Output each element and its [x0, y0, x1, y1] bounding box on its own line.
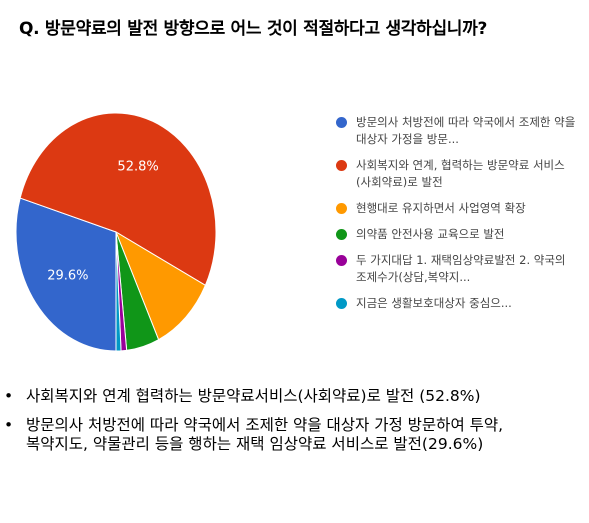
legend-item: 사회복지와 연계, 협력하는 방문약료 서비스(사회약료)로 발전 — [336, 157, 576, 191]
pie-chart: 29.6% 52.8% — [16, 110, 221, 355]
pie-slice-5 — [115, 231, 122, 352]
legend-item: 방문의사 처방전에 따라 약국에서 조제한 약을 대상자 가정을 방문... — [336, 114, 576, 148]
legend-label: 지금은 생활보호대상자 중심으... — [356, 296, 512, 310]
pie-slice-0 — [16, 197, 117, 352]
summary-item-text: 방문의사 처방전에 따라 약국에서 조제한 약을 대상자 가정 방문하여 투약,… — [26, 416, 504, 453]
pie-slice-label: 52.8% — [117, 160, 158, 175]
legend-swatch — [336, 117, 347, 128]
legend-swatch — [336, 229, 347, 240]
legend-label: 사회복지와 연계, 협력하는 방문약료 서비스(사회약료)로 발전 — [356, 158, 565, 189]
summary-item: • 사회복지와 연계 협력하는 방문약료서비스(사회약료)로 발전 (52.8%… — [0, 387, 546, 406]
legend-label: 현행대로 유지하면서 사업영역 확장 — [356, 201, 526, 215]
pie-slice-label: 29.6% — [47, 269, 88, 284]
legend-swatch — [336, 255, 347, 266]
summary-item: • 방문의사 처방전에 따라 약국에서 조제한 약을 대상자 가정 방문하여 투… — [0, 416, 546, 454]
bullet-mark: • — [4, 387, 14, 405]
legend-swatch — [336, 203, 347, 214]
chart-legend: 방문의사 처방전에 따라 약국에서 조제한 약을 대상자 가정을 방문... 사회… — [336, 114, 576, 321]
pie-chart-svg: 29.6% 52.8% — [16, 112, 217, 352]
legend-item: 두 가지대답 1. 재택임상약료발전 2. 약국의 조제수가(상담,복약지... — [336, 252, 576, 286]
pie-slice-1 — [19, 112, 217, 287]
legend-label: 두 가지대답 1. 재택임상약료발전 2. 약국의 조제수가(상담,복약지... — [356, 253, 566, 284]
bullet-mark: • — [4, 416, 14, 434]
legend-item: 현행대로 유지하면서 사업영역 확장 — [336, 200, 576, 217]
question-title: Q. 방문약료의 발전 방향으로 어느 것이 적절하다고 생각하십니까? — [19, 19, 488, 39]
summary-item-text: 사회복지와 연계 협력하는 방문약료서비스(사회약료)로 발전 (52.8%) — [26, 387, 481, 405]
legend-item: 의약품 안전사용 교육으로 발전 — [336, 226, 576, 243]
legend-label: 방문의사 처방전에 따라 약국에서 조제한 약을 대상자 가정을 방문... — [356, 115, 576, 146]
legend-swatch — [336, 160, 347, 171]
legend-item: 지금은 생활보호대상자 중심으... — [336, 295, 576, 312]
pie-slice-2 — [114, 230, 207, 341]
summary-list: • 사회복지와 연계 협력하는 방문약료서비스(사회약료)로 발전 (52.8%… — [0, 387, 580, 464]
legend-swatch — [336, 298, 347, 309]
legend-label: 의약품 안전사용 교육으로 발전 — [356, 227, 505, 241]
